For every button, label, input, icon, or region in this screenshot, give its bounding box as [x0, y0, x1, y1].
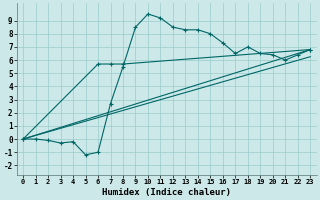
X-axis label: Humidex (Indice chaleur): Humidex (Indice chaleur): [102, 188, 231, 197]
